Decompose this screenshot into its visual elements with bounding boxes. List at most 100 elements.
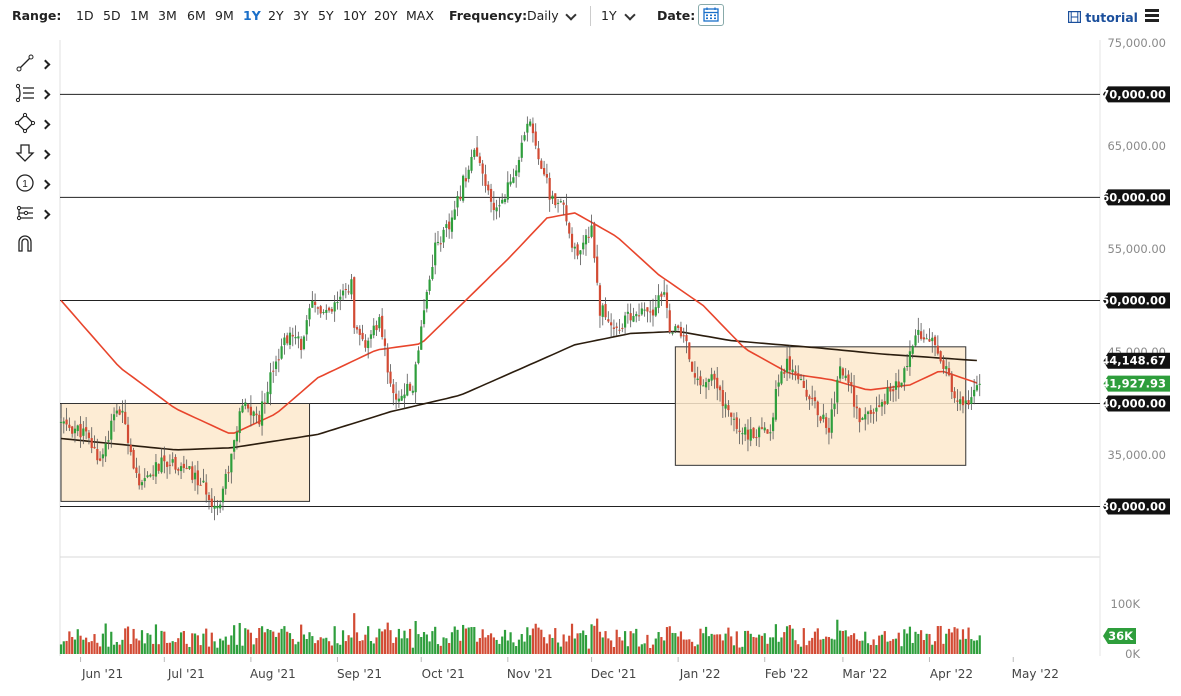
range-20y-button[interactable]: 20Y bbox=[374, 8, 398, 23]
range-2y-button[interactable]: 2Y bbox=[268, 8, 284, 23]
range-1y-button[interactable]: 1Y bbox=[243, 8, 261, 23]
volume-bar bbox=[691, 641, 694, 654]
volume-bar bbox=[928, 634, 931, 654]
range-10y-button[interactable]: 10Y bbox=[343, 8, 367, 23]
volume-bar bbox=[414, 620, 417, 654]
range-5y-button[interactable]: 5Y bbox=[318, 8, 334, 23]
candle-body bbox=[551, 195, 554, 200]
volume-bar bbox=[283, 626, 286, 654]
volume-bar bbox=[665, 627, 669, 654]
candle-body bbox=[724, 404, 727, 409]
price-tick-label: 40,000.00 bbox=[1101, 397, 1166, 411]
pitchfork-tool[interactable] bbox=[14, 202, 54, 228]
volume-bar bbox=[741, 646, 744, 654]
volume-bar bbox=[635, 628, 638, 654]
annotation-tool[interactable]: 1 bbox=[14, 172, 54, 198]
candle-body bbox=[266, 391, 269, 404]
volume-bar bbox=[85, 637, 88, 654]
candle-body bbox=[107, 440, 110, 442]
candle-body bbox=[836, 379, 839, 403]
volume-bar bbox=[96, 642, 99, 654]
volume-bar bbox=[361, 640, 364, 654]
volume-bar bbox=[878, 635, 881, 654]
candle-body bbox=[950, 373, 953, 392]
range-3y-button[interactable]: 3Y bbox=[293, 8, 309, 23]
volume-bar bbox=[649, 647, 652, 654]
volume-bar bbox=[777, 641, 780, 654]
volume-bar bbox=[626, 646, 629, 654]
magnet-tool[interactable] bbox=[14, 232, 54, 258]
candle-body bbox=[369, 334, 373, 339]
time-tick-label: Feb '22 bbox=[765, 667, 809, 681]
candle-body bbox=[179, 466, 183, 472]
candle-body bbox=[978, 383, 981, 385]
frequency-select[interactable]: Daily bbox=[527, 8, 559, 23]
candle-body bbox=[959, 399, 962, 404]
shapes-icon bbox=[14, 112, 36, 134]
candle-body bbox=[897, 381, 900, 388]
volume-bar bbox=[749, 633, 752, 654]
volume-bar bbox=[576, 633, 579, 654]
volume-bar bbox=[439, 645, 442, 654]
range-9m-button[interactable]: 9M bbox=[215, 8, 234, 23]
volume-bar bbox=[286, 631, 289, 654]
volume-bar bbox=[171, 641, 174, 654]
range-1m-button[interactable]: 1M bbox=[130, 8, 149, 23]
volume-bar bbox=[919, 630, 923, 654]
date-picker-button[interactable] bbox=[698, 4, 724, 26]
period-select[interactable]: 1Y bbox=[601, 8, 617, 23]
volume-bar bbox=[188, 646, 191, 654]
volume-bar bbox=[372, 643, 375, 654]
candle-body bbox=[931, 337, 934, 342]
volume-tick-label: 0K bbox=[1125, 647, 1140, 661]
trend-line-tool[interactable] bbox=[14, 52, 54, 78]
candle-body bbox=[543, 167, 546, 175]
menu-icon[interactable] bbox=[1145, 9, 1159, 22]
candle-body bbox=[93, 446, 96, 449]
volume-bar bbox=[953, 627, 956, 654]
volume-bar bbox=[121, 639, 124, 654]
volume-bar bbox=[174, 642, 177, 654]
fibonacci-tool[interactable] bbox=[14, 82, 54, 108]
volume-bar bbox=[263, 632, 266, 654]
candle-body bbox=[157, 463, 160, 471]
shapes-tool[interactable] bbox=[14, 112, 54, 138]
volume-bar bbox=[721, 640, 724, 654]
volume-bar bbox=[294, 644, 297, 654]
volume-bar bbox=[140, 630, 144, 654]
volume-bar bbox=[632, 633, 635, 654]
volume-bar bbox=[107, 646, 110, 654]
volume-bar bbox=[238, 622, 241, 654]
candle-body bbox=[579, 250, 582, 255]
volume-bar bbox=[344, 641, 347, 654]
candle-body bbox=[487, 184, 490, 191]
volume-bar bbox=[456, 629, 459, 654]
volume-bar bbox=[152, 643, 155, 654]
volume-bar bbox=[900, 646, 903, 654]
volume-bar bbox=[830, 638, 833, 654]
candle-body bbox=[841, 368, 844, 376]
range-5d-button[interactable]: 5D bbox=[103, 8, 121, 23]
candle-body bbox=[621, 327, 624, 329]
volume-bar bbox=[434, 626, 437, 654]
range-label: Range: bbox=[12, 8, 62, 23]
candle-body bbox=[582, 242, 585, 250]
arrow-tool[interactable] bbox=[14, 142, 54, 168]
candle-body bbox=[637, 315, 641, 317]
consolidation-box bbox=[60, 403, 311, 502]
candle-body bbox=[791, 369, 794, 373]
range-3m-button[interactable]: 3M bbox=[158, 8, 177, 23]
candle-body bbox=[598, 285, 602, 316]
candle-body bbox=[961, 396, 965, 406]
volume-bar bbox=[314, 643, 317, 654]
volume-bar bbox=[716, 634, 719, 654]
volume-bar bbox=[646, 634, 649, 654]
tutorial-link[interactable]: tutorial bbox=[1068, 10, 1138, 25]
volume-bar bbox=[637, 646, 641, 654]
range-6m-button[interactable]: 6M bbox=[187, 8, 206, 23]
range-1d-button[interactable]: 1D bbox=[76, 8, 94, 23]
candle-body bbox=[166, 461, 169, 467]
range-max-button[interactable]: MAX bbox=[406, 8, 434, 23]
volume-bar bbox=[191, 633, 194, 654]
